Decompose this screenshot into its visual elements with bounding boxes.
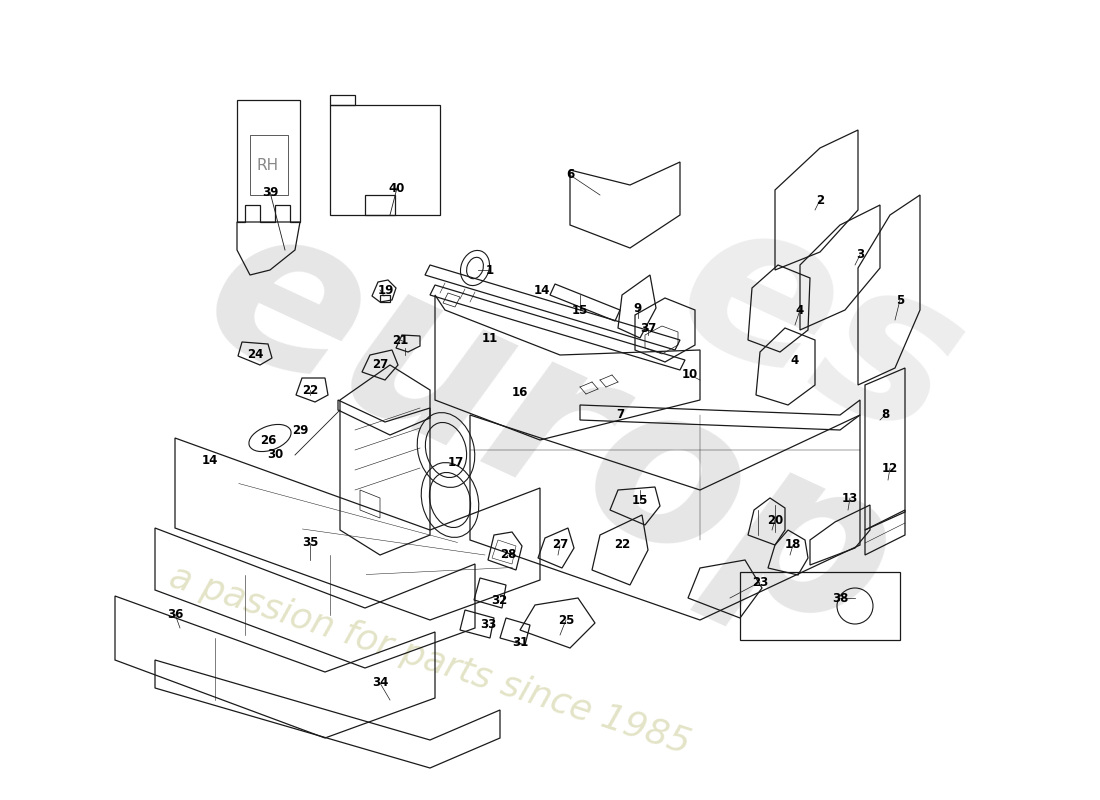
- Text: europ: europ: [174, 178, 926, 682]
- Text: 12: 12: [882, 462, 898, 474]
- Text: 17: 17: [448, 455, 464, 469]
- Text: 25: 25: [558, 614, 574, 626]
- Text: 3: 3: [856, 249, 865, 262]
- Text: es: es: [647, 174, 993, 486]
- Text: 35: 35: [301, 537, 318, 550]
- Text: RH: RH: [257, 158, 279, 173]
- Text: 22: 22: [614, 538, 630, 551]
- Text: 34: 34: [372, 677, 388, 690]
- Text: 15: 15: [572, 303, 588, 317]
- Text: 32: 32: [491, 594, 507, 606]
- Text: 36: 36: [167, 607, 184, 621]
- Text: 37: 37: [640, 322, 656, 334]
- Text: 10: 10: [682, 369, 698, 382]
- Text: 14: 14: [201, 454, 218, 466]
- Text: 7: 7: [616, 409, 624, 422]
- Text: 39: 39: [262, 186, 278, 198]
- Text: 23: 23: [752, 575, 768, 589]
- Text: 20: 20: [767, 514, 783, 526]
- Text: 26: 26: [260, 434, 276, 446]
- Text: 22: 22: [301, 383, 318, 397]
- Text: 19: 19: [377, 283, 394, 297]
- Text: 21: 21: [392, 334, 408, 346]
- Text: 15: 15: [631, 494, 648, 506]
- Text: 13: 13: [842, 491, 858, 505]
- Text: 4: 4: [791, 354, 799, 366]
- Text: 5: 5: [895, 294, 904, 306]
- Text: 31: 31: [512, 635, 528, 649]
- Text: 18: 18: [784, 538, 801, 551]
- Text: 29: 29: [292, 423, 308, 437]
- Text: 28: 28: [499, 549, 516, 562]
- Text: 40: 40: [388, 182, 405, 194]
- Text: 2: 2: [816, 194, 824, 206]
- Text: 27: 27: [552, 538, 568, 551]
- Text: 30: 30: [267, 449, 283, 462]
- Text: 6: 6: [565, 169, 574, 182]
- Text: 27: 27: [372, 358, 388, 371]
- Text: 9: 9: [634, 302, 642, 314]
- Text: 14: 14: [534, 283, 550, 297]
- Text: 33: 33: [480, 618, 496, 631]
- Text: a passion for parts since 1985: a passion for parts since 1985: [165, 559, 695, 761]
- Text: 24: 24: [246, 349, 263, 362]
- Text: 38: 38: [832, 591, 848, 605]
- Text: 4: 4: [796, 303, 804, 317]
- Text: 11: 11: [482, 331, 498, 345]
- Text: 16: 16: [512, 386, 528, 399]
- Text: 1: 1: [486, 263, 494, 277]
- Text: 8: 8: [881, 409, 889, 422]
